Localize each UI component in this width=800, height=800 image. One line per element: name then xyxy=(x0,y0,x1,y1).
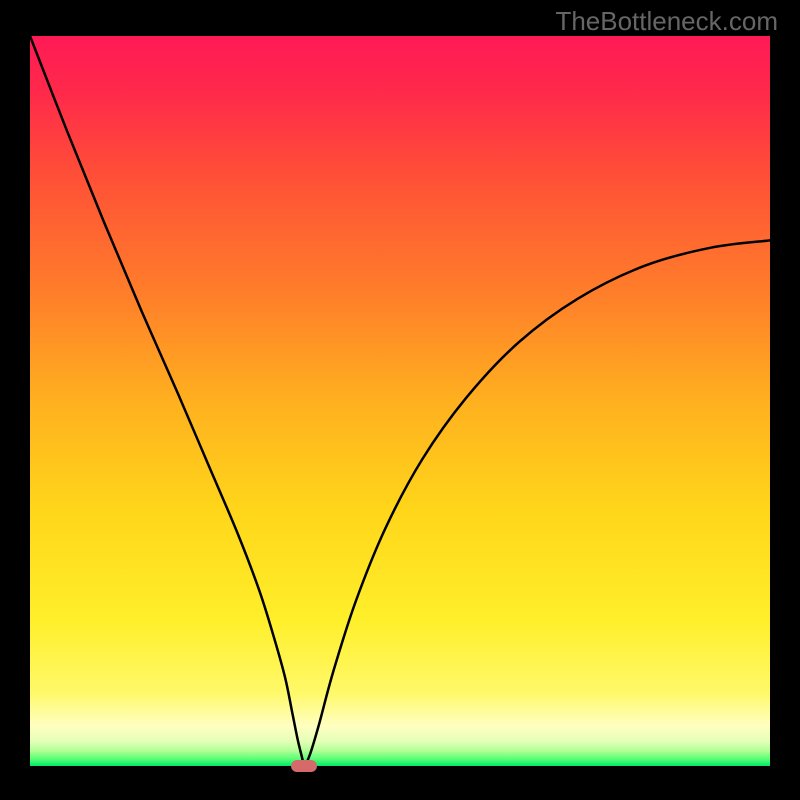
watermark-text: TheBottleneck.com xyxy=(555,6,778,37)
notch-marker xyxy=(291,760,317,772)
curve-layer xyxy=(30,36,770,766)
canvas-frame: TheBottleneck.com xyxy=(0,0,800,800)
v-curve-path xyxy=(30,36,770,766)
plot-area xyxy=(30,36,770,766)
